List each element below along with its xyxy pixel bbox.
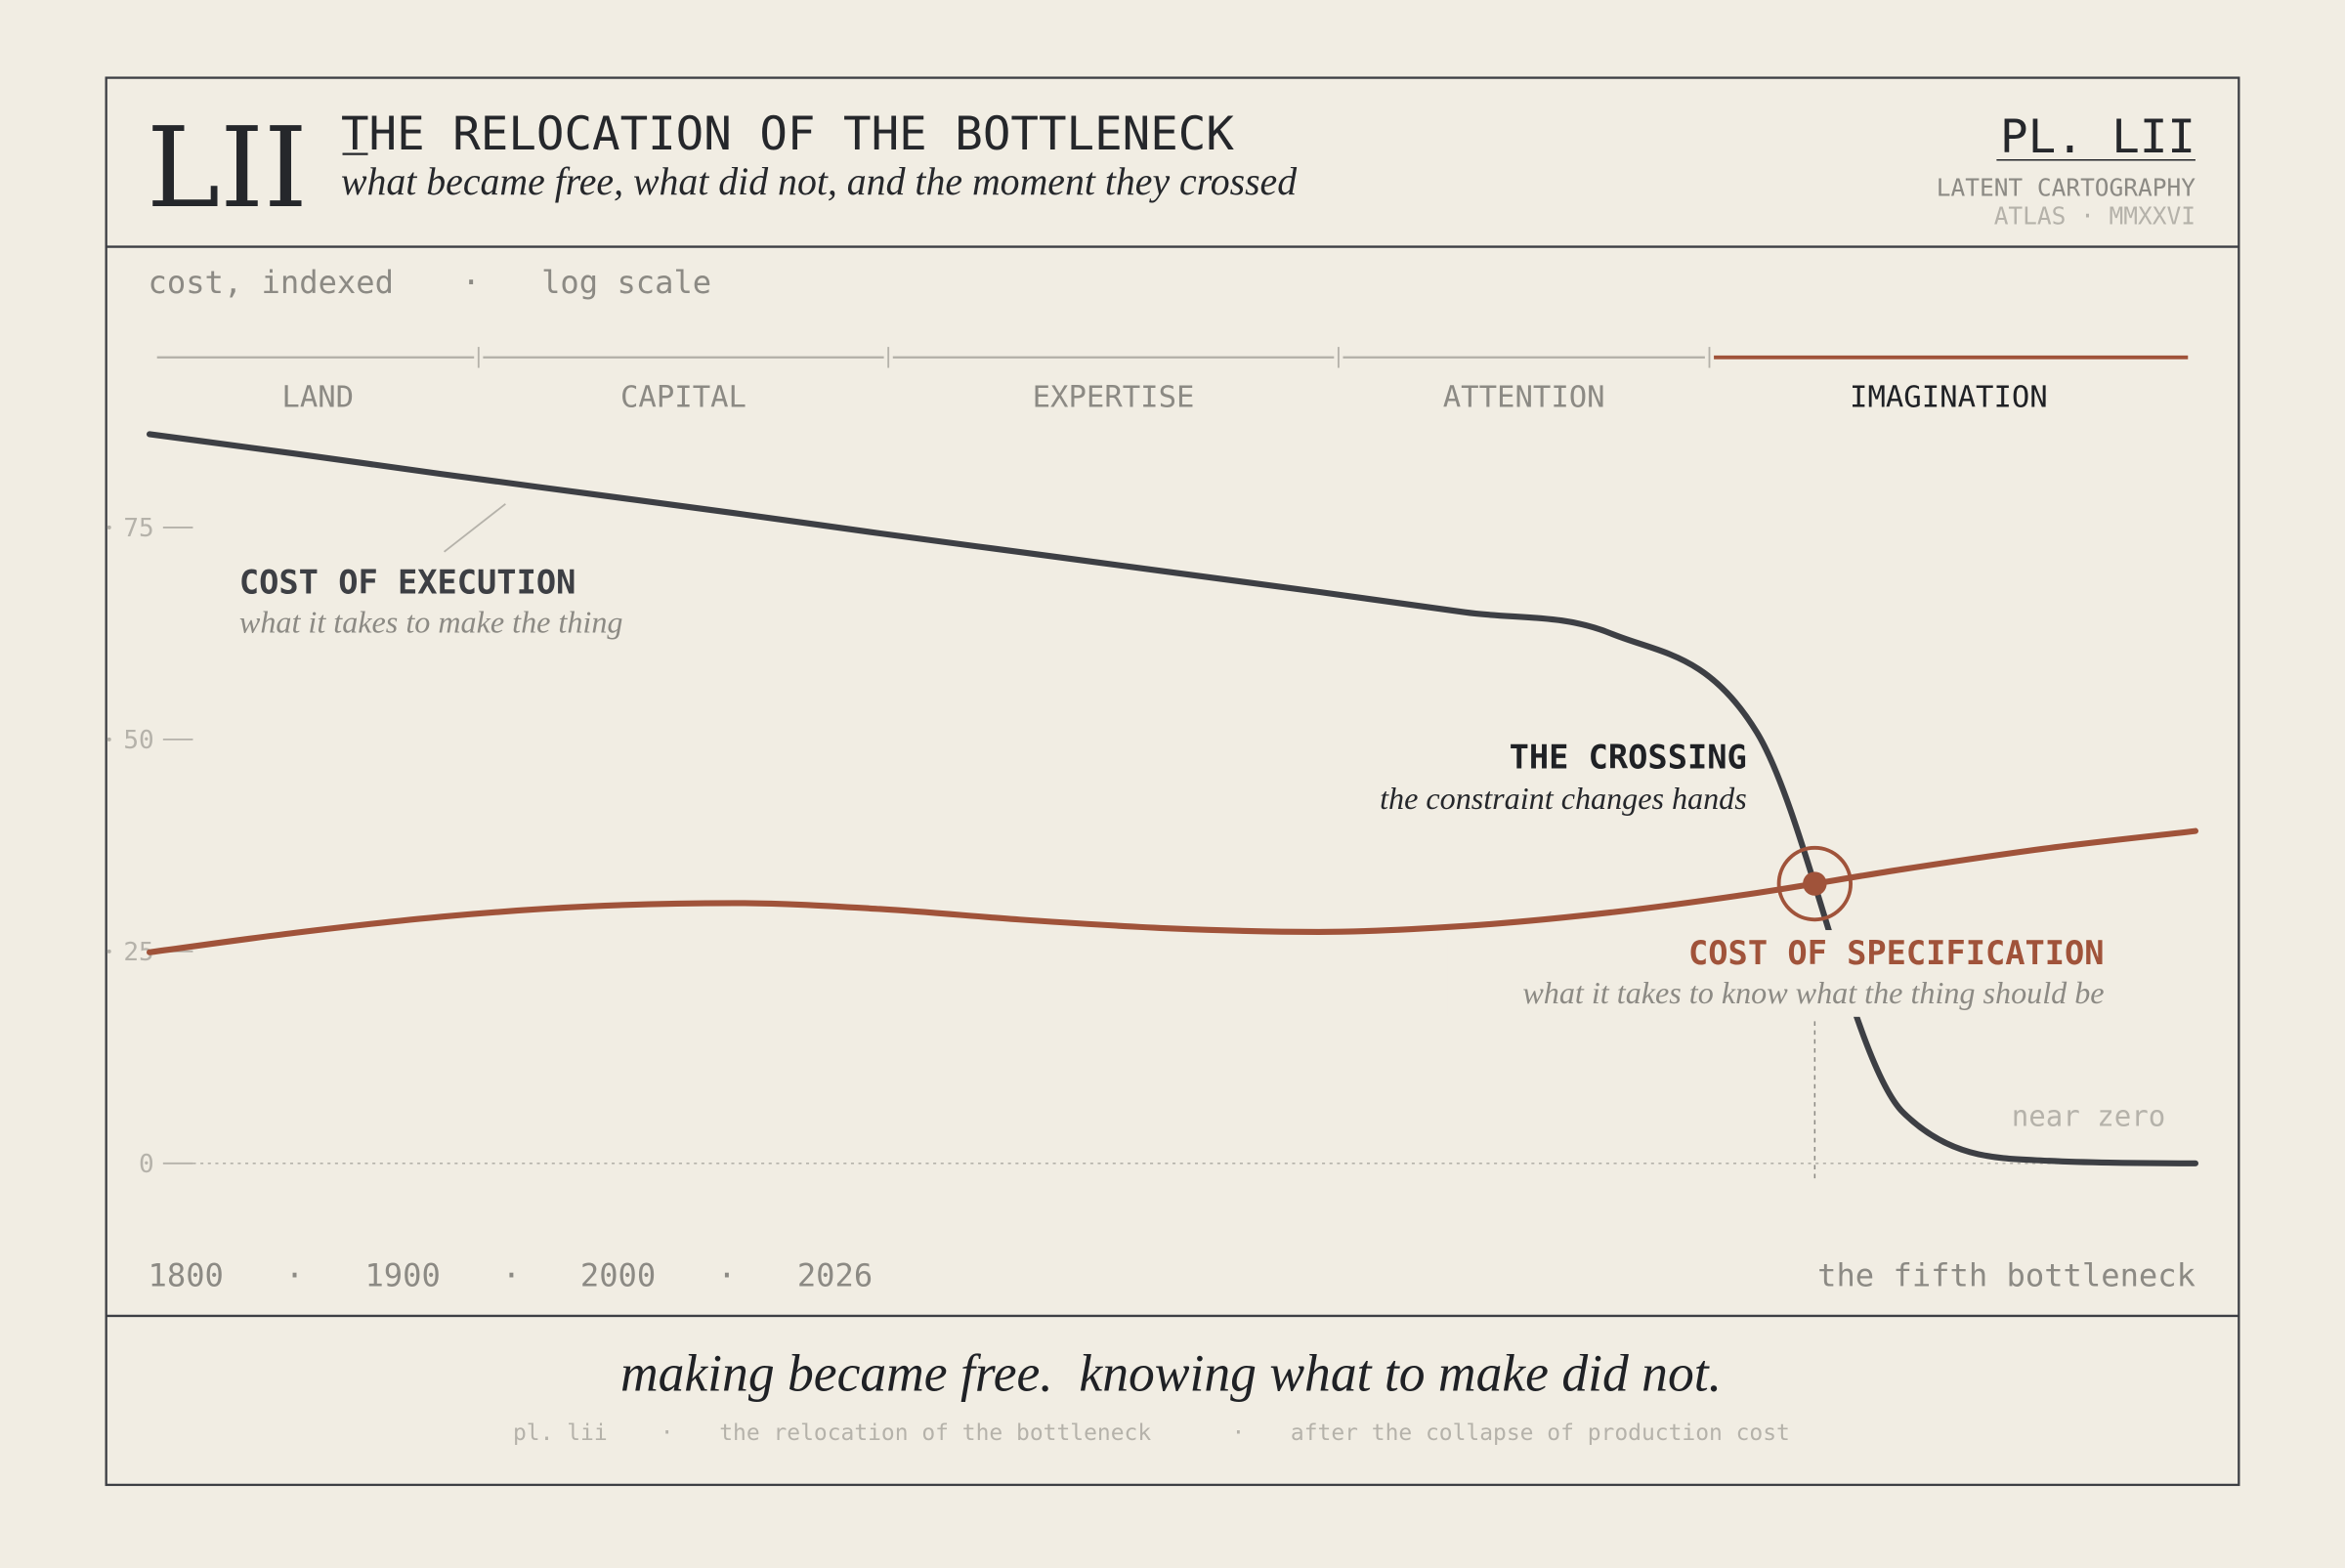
series-line bbox=[147, 431, 2198, 1166]
axis-note: cost, indexed · log scale bbox=[149, 264, 712, 301]
era-label: EXPERTISE bbox=[1033, 380, 1195, 414]
title: THE RELOCATION OF THE BOTTLENECK bbox=[341, 107, 1234, 161]
axis-note-text: cost, indexed bbox=[149, 264, 394, 301]
era-label: ATTENTION bbox=[1443, 380, 1605, 414]
tick-dot bbox=[107, 525, 111, 530]
crossing-dot bbox=[1803, 871, 1827, 896]
separator: · bbox=[461, 264, 480, 301]
timeline-label: 2026 bbox=[797, 1256, 873, 1293]
series-name: LATENT CARTOGRAPHY bbox=[1937, 174, 2196, 202]
era-label: LAND bbox=[281, 380, 354, 414]
series-line bbox=[147, 827, 2198, 955]
leader bbox=[444, 503, 506, 553]
credit: after the collapse of production cost bbox=[1291, 1420, 1790, 1446]
credit: pl. lii bbox=[513, 1420, 608, 1446]
subtitle: what became free, what did not, and the … bbox=[341, 160, 1297, 203]
separator: · bbox=[285, 1256, 304, 1293]
era-label: IMAGINATION bbox=[1850, 380, 2048, 414]
crossing-title: THE CROSSING bbox=[1510, 739, 1747, 777]
frame bbox=[105, 76, 2240, 1487]
credit: the relocation of the bottleneck bbox=[719, 1420, 1151, 1446]
series-label: COST OF SPECIFICATION bbox=[1688, 934, 2105, 972]
timeline-note: the fifth bottleneck bbox=[1817, 1256, 2196, 1293]
timeline: 1800 · 1900 · 2000 · 2026 the fifth bott… bbox=[149, 1256, 2196, 1293]
tick-dot bbox=[107, 737, 111, 742]
tick-dot bbox=[107, 949, 111, 954]
timeline-label: 1900 bbox=[364, 1256, 440, 1293]
credits: pl. lii · the relocation of the bottlene… bbox=[513, 1420, 1790, 1446]
motto: making became free. knowing what to make… bbox=[620, 1343, 1722, 1402]
series-note: what it takes to make the thing bbox=[239, 604, 623, 639]
series-note: what it takes to know what the thing sho… bbox=[1522, 975, 2104, 1010]
y-tick-label: 0 bbox=[139, 1150, 154, 1179]
era-label: CAPITAL bbox=[620, 380, 746, 414]
floor-note: near zero bbox=[2012, 1100, 2166, 1133]
y-tick-label: 75 bbox=[123, 514, 153, 543]
separator: · bbox=[502, 1256, 521, 1293]
atlas: ATLAS · MMXXVI bbox=[1994, 202, 2196, 231]
crossing-ring bbox=[1776, 845, 1853, 922]
timeline-label: 1800 bbox=[149, 1256, 224, 1293]
axis-note-text: log scale bbox=[541, 264, 711, 301]
crossing-note: the constraint changes hands bbox=[1380, 781, 1747, 816]
numeral: LII bbox=[147, 104, 308, 233]
separator: · bbox=[661, 1420, 674, 1446]
timeline-label: 2000 bbox=[580, 1256, 656, 1293]
y-tick-label: 50 bbox=[123, 726, 153, 755]
separator: · bbox=[717, 1256, 736, 1293]
separator: · bbox=[1231, 1420, 1245, 1446]
chart: LAND CAPITAL EXPERTISE ATTENTION IMAGINATION… bbox=[107, 347, 2198, 1182]
plate-number: PL. LII bbox=[2000, 110, 2196, 164]
series-label: COST OF EXECUTION bbox=[239, 564, 576, 602]
label-backdrop bbox=[1447, 930, 2115, 1017]
